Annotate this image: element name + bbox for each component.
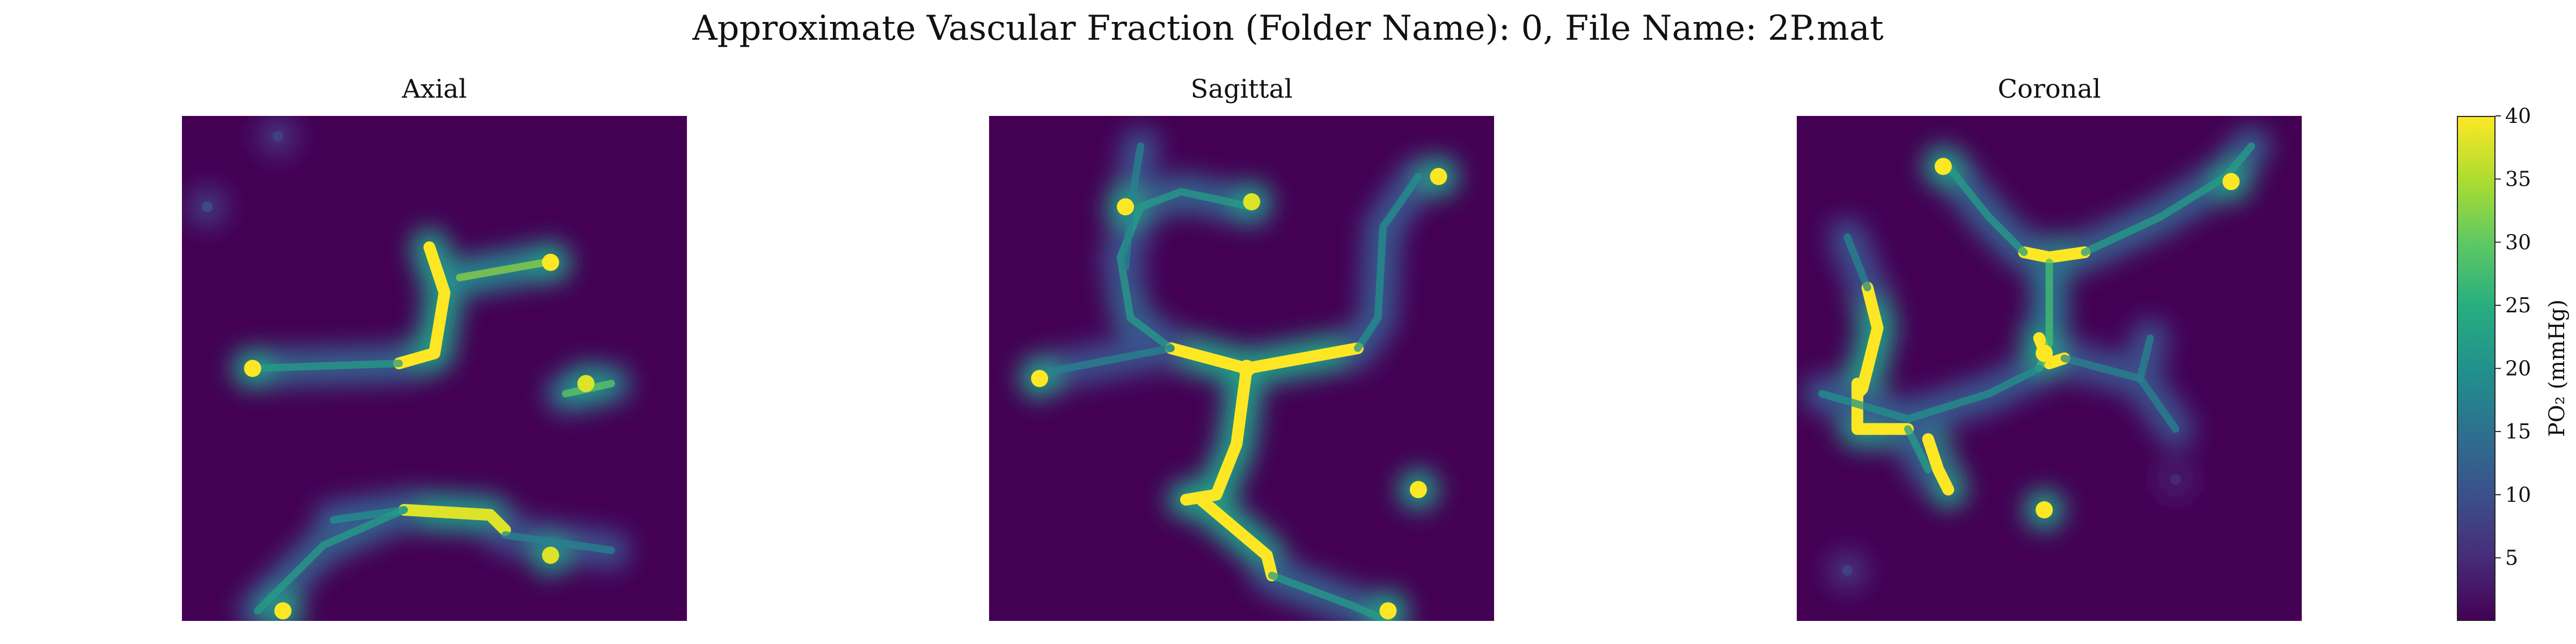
coronal-vessel-7: [2081, 142, 2255, 257]
sagittal-heatmap-svg: [1019, 127, 1459, 621]
coronal-vessel-12: [1904, 425, 1932, 473]
axial-spot-3: [541, 546, 559, 564]
colorbar-tick-label-20: 20: [2505, 357, 2531, 380]
axial-vessel-3: [398, 504, 511, 536]
axial-vessel-2: [248, 360, 403, 372]
sagittal-spot-2: [1430, 167, 1447, 185]
axial-title: Axial: [401, 74, 467, 104]
colorbar-tick-label-15: 15: [2505, 420, 2531, 443]
sagittal-vessel-halo-4: [1338, 157, 1437, 367]
colorbar-tick-label-35: 35: [2505, 167, 2531, 191]
coronal-heatmap-svg: [1803, 127, 2270, 591]
sagittal-core-layer: [1031, 142, 1447, 621]
axial-spot-5: [202, 201, 213, 213]
coronal-spot-2: [2036, 345, 2053, 362]
sagittal-vessel-2: [1195, 494, 1278, 582]
coronal-vessel-8: [1818, 364, 2043, 423]
colorbar-tick-label-25: 25: [2505, 294, 2531, 317]
axial-spot-4: [274, 602, 292, 620]
axial-heatmap: [182, 116, 687, 621]
figure-title: Approximate Vascular Fraction (Folder Na…: [692, 9, 1884, 48]
sagittal-spot-3: [1031, 370, 1049, 387]
coronal-spot-3: [2036, 501, 2053, 518]
colorbar-ticks-svg: 5 10 15 20 25 30 35 40: [2496, 104, 2531, 569]
coronal-vessel-2: [1922, 433, 1955, 496]
sagittal-spot-1: [1243, 193, 1261, 210]
axial-vessel-5: [501, 531, 615, 554]
colorbar-tick-label-5: 5: [2505, 546, 2518, 569]
sagittal-vessel-5: [1036, 344, 1175, 377]
coronal-vessel-3: [2018, 246, 2091, 264]
axial-spot-2: [577, 375, 595, 392]
sagittal-spot-4: [1238, 360, 1255, 377]
coronal-heatmap: [1797, 116, 2302, 621]
coronal-spot-0: [1934, 158, 1952, 175]
axial-heatmap-svg: [187, 116, 630, 621]
axial-core-layer: [202, 130, 615, 620]
coronal-core-layer: [1818, 142, 2255, 576]
colorbar-ticks: 5 10 15 20 25 30 35 40: [2496, 104, 2576, 621]
axial-spot-6: [272, 130, 283, 142]
axial-spot-1: [541, 253, 559, 271]
colorbar: [2457, 116, 2496, 621]
coronal-spot-4: [1842, 565, 1853, 576]
coronal-spot-1: [2222, 173, 2240, 191]
colorbar-tick-label-40: 40: [2505, 104, 2531, 128]
colorbar-tick-label-30: 30: [2505, 230, 2531, 254]
sagittal-vessel-6: [1268, 572, 1392, 621]
sagittal-title: Sagittal: [1190, 74, 1293, 104]
sagittal-vessel-4: [1353, 172, 1422, 352]
colorbar-gradient: [2458, 117, 2494, 620]
axial-spot-0: [244, 360, 261, 377]
sagittal-spot-5: [1409, 481, 1427, 499]
sagittal-spot-6: [1379, 602, 1397, 620]
sagittal-spot-0: [1117, 198, 1135, 216]
coronal-vessel-6: [1944, 163, 2028, 257]
coronal-vessel-10: [2136, 334, 2154, 383]
axial-vessel-0: [393, 241, 451, 370]
coronal-title: Coronal: [1997, 74, 2101, 104]
coronal-spot-5: [2170, 474, 2181, 485]
colorbar-tick-label-10: 10: [2505, 483, 2531, 507]
colorbar-label: PO₂ (mmHg): [2545, 299, 2570, 437]
coronal-vessel-11: [1843, 233, 1871, 291]
axial-vessel-1: [456, 258, 550, 282]
sagittal-heatmap: [989, 116, 1494, 621]
axial-vessel-6: [254, 506, 408, 615]
